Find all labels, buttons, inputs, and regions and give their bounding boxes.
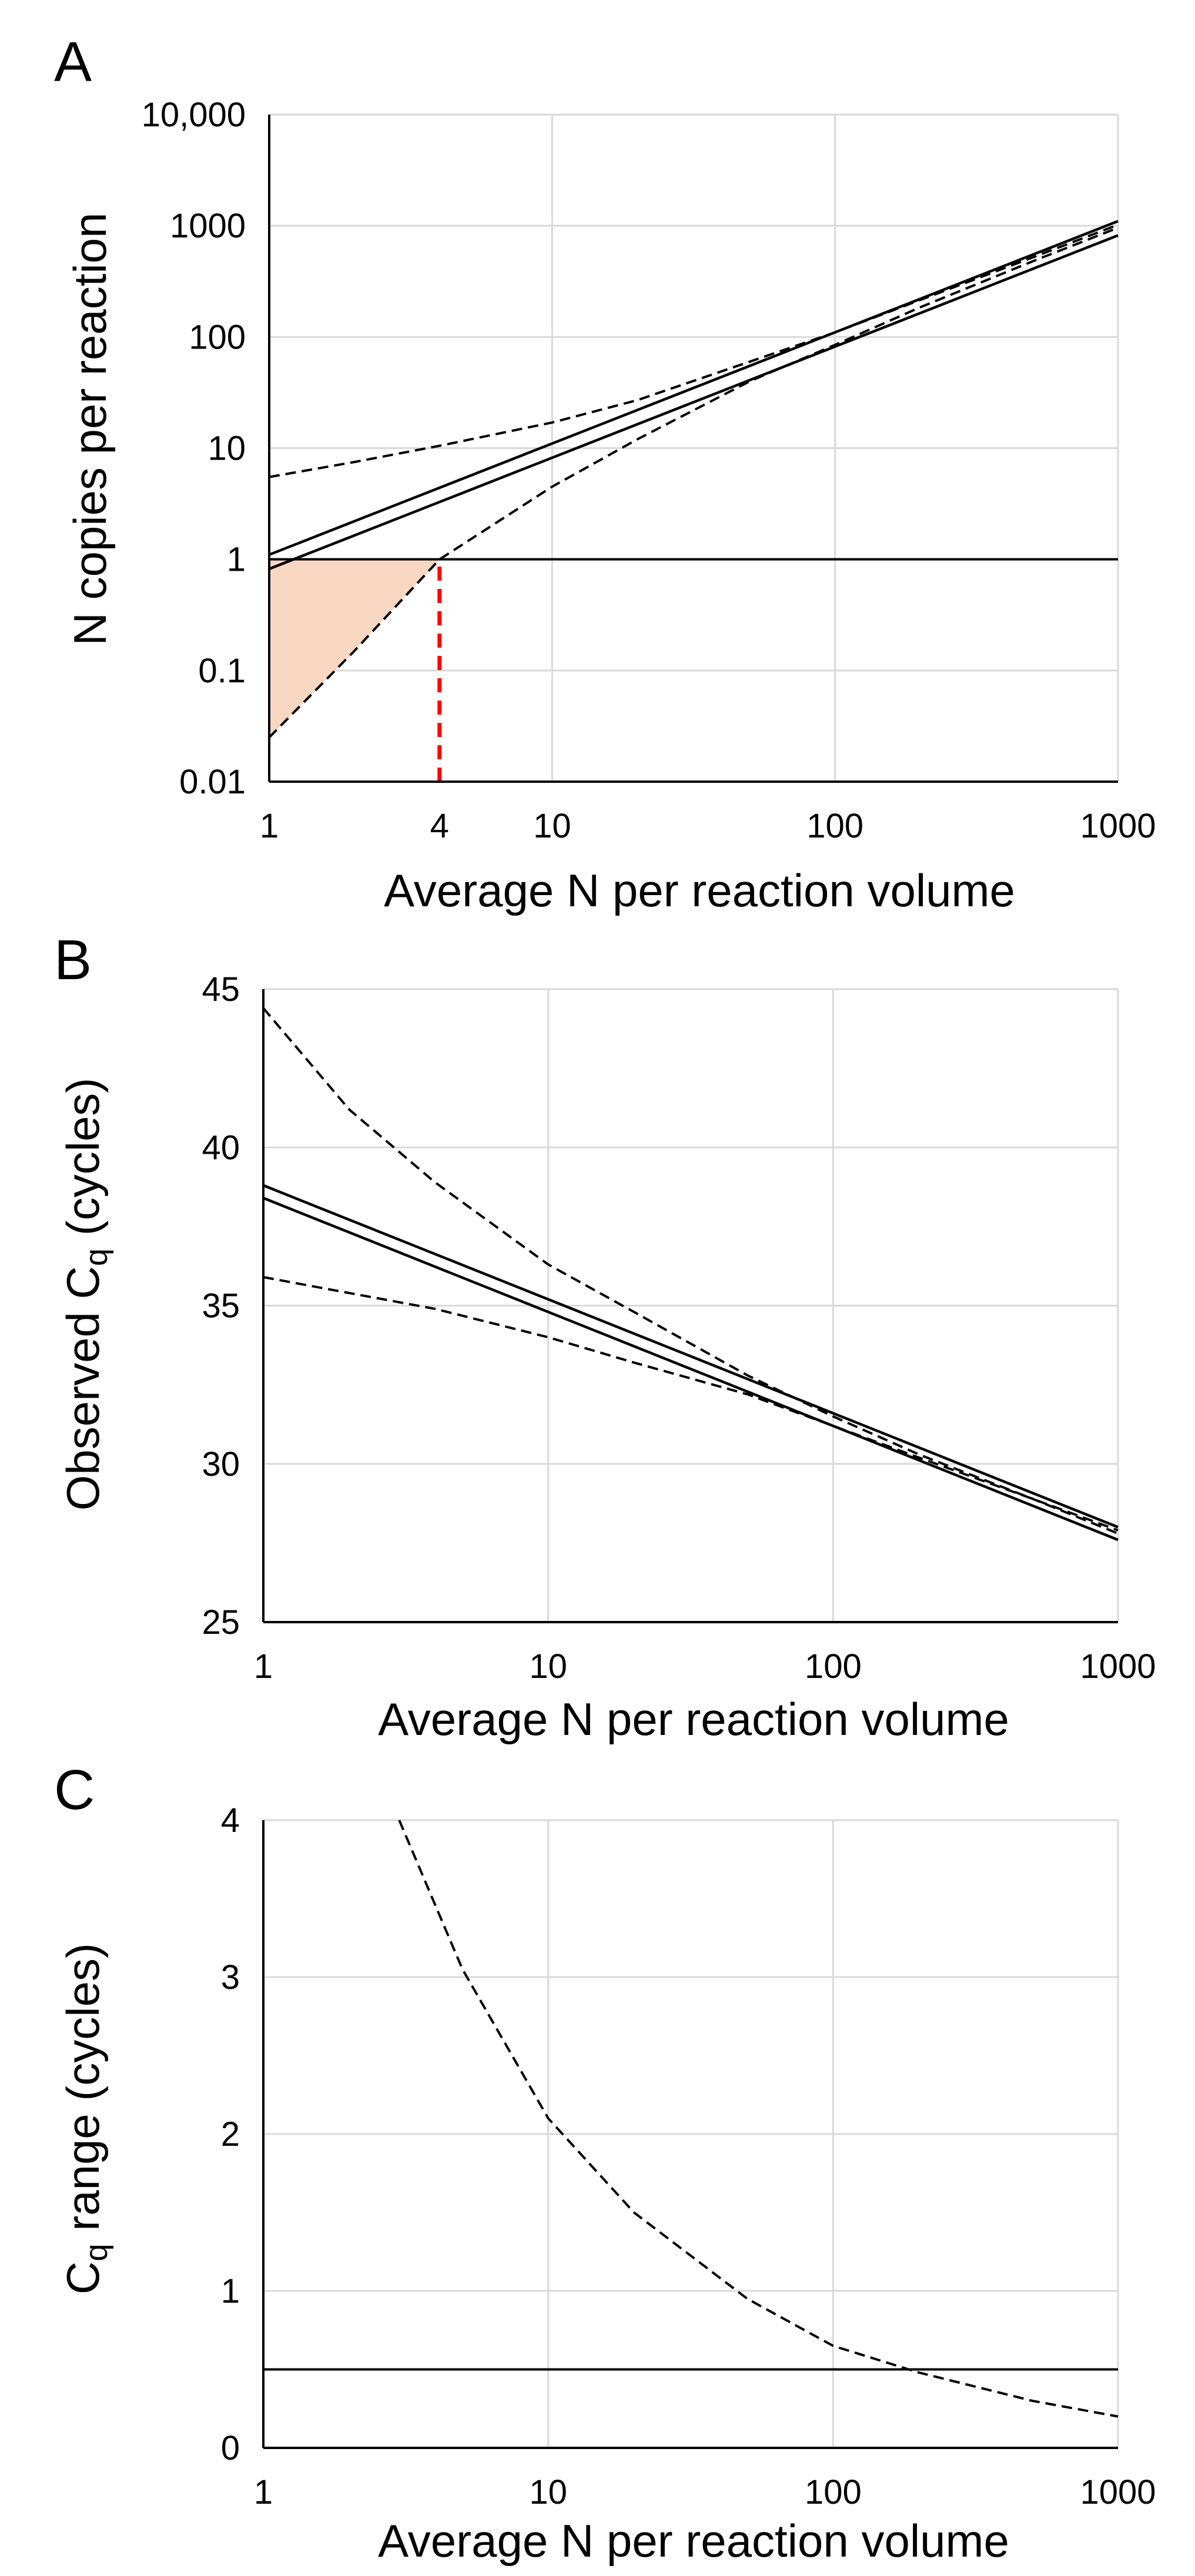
- panel-c-y-label-main: C: [57, 2262, 109, 2294]
- panel-c-axes: [262, 1820, 1118, 2449]
- panel-b-x-tick-label-0: 1: [254, 1647, 273, 1686]
- panel-c-gridlines: [262, 1819, 1119, 2449]
- panel-a-y-tick-label-2: 1: [227, 541, 246, 579]
- panel-c-series-cq-range: [398, 1820, 1119, 2418]
- panel-b-label: B: [54, 929, 92, 991]
- panel-b-y-tick-label-3: 40: [202, 1128, 240, 1167]
- panel-a-reference-lines: [269, 558, 1118, 782]
- panel-a-x-tick-label-2: 10: [533, 807, 571, 845]
- panel-b-gridlines: [262, 988, 1119, 1623]
- panel-a-y-tick-label-5: 1000: [170, 207, 246, 245]
- panel-c-y-tick-label-0: 0: [221, 2429, 240, 2467]
- panel-c-y-label-suffix: range (cycles): [57, 1943, 109, 2244]
- panel-b-x-tick-label-2: 100: [805, 1647, 862, 1686]
- panel-b-y-tick-labels: 25 30 35 40 45: [202, 970, 240, 1642]
- panel-c-x-tick-labels: 1 10 100 1000: [254, 2473, 1156, 2511]
- panel-c-x-tick-label-0: 1: [254, 2473, 273, 2511]
- panel-b-y-label-suffix: (cycles): [57, 1078, 109, 1248]
- panel-a-gridlines: [268, 113, 1119, 783]
- panel-b-series-lower-dashed: [263, 1276, 1119, 1532]
- panel-b-x-axis-label: Average N per reaction volume: [378, 1693, 1009, 1745]
- panel-c-y-tick-label-2: 2: [221, 2115, 240, 2153]
- panel-b-series-lower-solid: [263, 1197, 1119, 1542]
- panel-c-y-tick-label-1: 1: [221, 2272, 240, 2310]
- panel-c-y-tick-label-3: 3: [221, 1958, 240, 1997]
- panel-a-axes: [268, 115, 1118, 783]
- panel-a-series-lower-solid: [269, 234, 1119, 571]
- panel-b-y-label-main: Observed C: [57, 1266, 109, 1510]
- panel-a-y-tick-label-1: 0.1: [198, 652, 246, 690]
- panel-c-y-label-subscript: q: [79, 2244, 114, 2262]
- panel-a-series-upper-solid: [269, 220, 1119, 556]
- panel-b-x-tick-labels: 1 10 100 1000: [254, 1647, 1156, 1686]
- panel-c-y-tick-label-4: 4: [221, 1801, 240, 1840]
- panel-c-label: C: [54, 1758, 95, 1821]
- panel-a-y-tick-label-3: 10: [207, 430, 246, 468]
- panel-b-y-tick-label-4: 45: [202, 970, 240, 1009]
- panel-b: B 1 10 100 1000 25 30 35 40 45 Average N per re…: [54, 929, 1156, 1745]
- panel-c-y-tick-labels: 0 1 2 3 4: [221, 1801, 240, 2467]
- panel-a-x-tick-labels: 1 4 10 100 1000: [260, 807, 1156, 845]
- panel-a-x-tick-label-0: 1: [260, 807, 279, 845]
- panel-b-y-label-subscript: q: [79, 1248, 114, 1266]
- panel-a-series-upper-dashed: [269, 223, 1119, 478]
- panel-a-y-tick-label-4: 100: [189, 318, 246, 356]
- panel-b-y-axis-label: Observed Cq (cycles): [57, 1078, 114, 1511]
- panel-a-y-tick-labels: 0.01 0.1 1 10 100 1000 10,000: [142, 96, 246, 801]
- panel-a-label: A: [54, 31, 92, 93]
- panel-b-y-tick-label-1: 30: [202, 1445, 240, 1483]
- panel-b-x-tick-label-1: 10: [529, 1647, 567, 1686]
- panel-c-x-tick-label-2: 100: [805, 2473, 862, 2511]
- panel-a-y-tick-label-0: 0.01: [179, 763, 246, 801]
- panel-b-axes: [262, 989, 1118, 1623]
- panel-a-x-tick-label-1: 4: [430, 807, 449, 845]
- panel-a-x-tick-label-4: 1000: [1080, 807, 1156, 845]
- panel-c-series-lines: [398, 1820, 1119, 2418]
- panel-c-y-axis-label: Cq range (cycles): [57, 1943, 114, 2294]
- panel-a-x-axis-label: Average N per reaction volume: [384, 865, 1015, 916]
- panel-a-y-tick-label-6: 10,000: [142, 96, 246, 134]
- panel-a: A 1 4 10 100 1000 0.01 0.1 1 10 100 1000 10,000 Av…: [54, 31, 1156, 916]
- panel-a-y-axis-label: N copies per reaction: [64, 212, 116, 645]
- panel-c-x-tick-label-1: 10: [529, 2473, 567, 2511]
- panel-c-x-tick-label-3: 1000: [1080, 2473, 1156, 2511]
- panel-a-series-lines: [268, 220, 1119, 739]
- panel-b-y-tick-label-2: 35: [202, 1287, 240, 1325]
- panel-a-series-lower-dashed: [268, 226, 1119, 739]
- panel-b-y-tick-label-0: 25: [202, 1603, 240, 1642]
- panel-a-x-tick-label-3: 100: [806, 807, 863, 845]
- panel-c-x-axis-label: Average N per reaction volume: [378, 2515, 1009, 2567]
- panel-b-series-upper-solid: [263, 1184, 1119, 1529]
- panel-b-series-lines: [262, 1007, 1119, 1542]
- panel-b-x-tick-label-3: 1000: [1080, 1647, 1156, 1686]
- panel-b-series-upper-dashed: [262, 1007, 1119, 1535]
